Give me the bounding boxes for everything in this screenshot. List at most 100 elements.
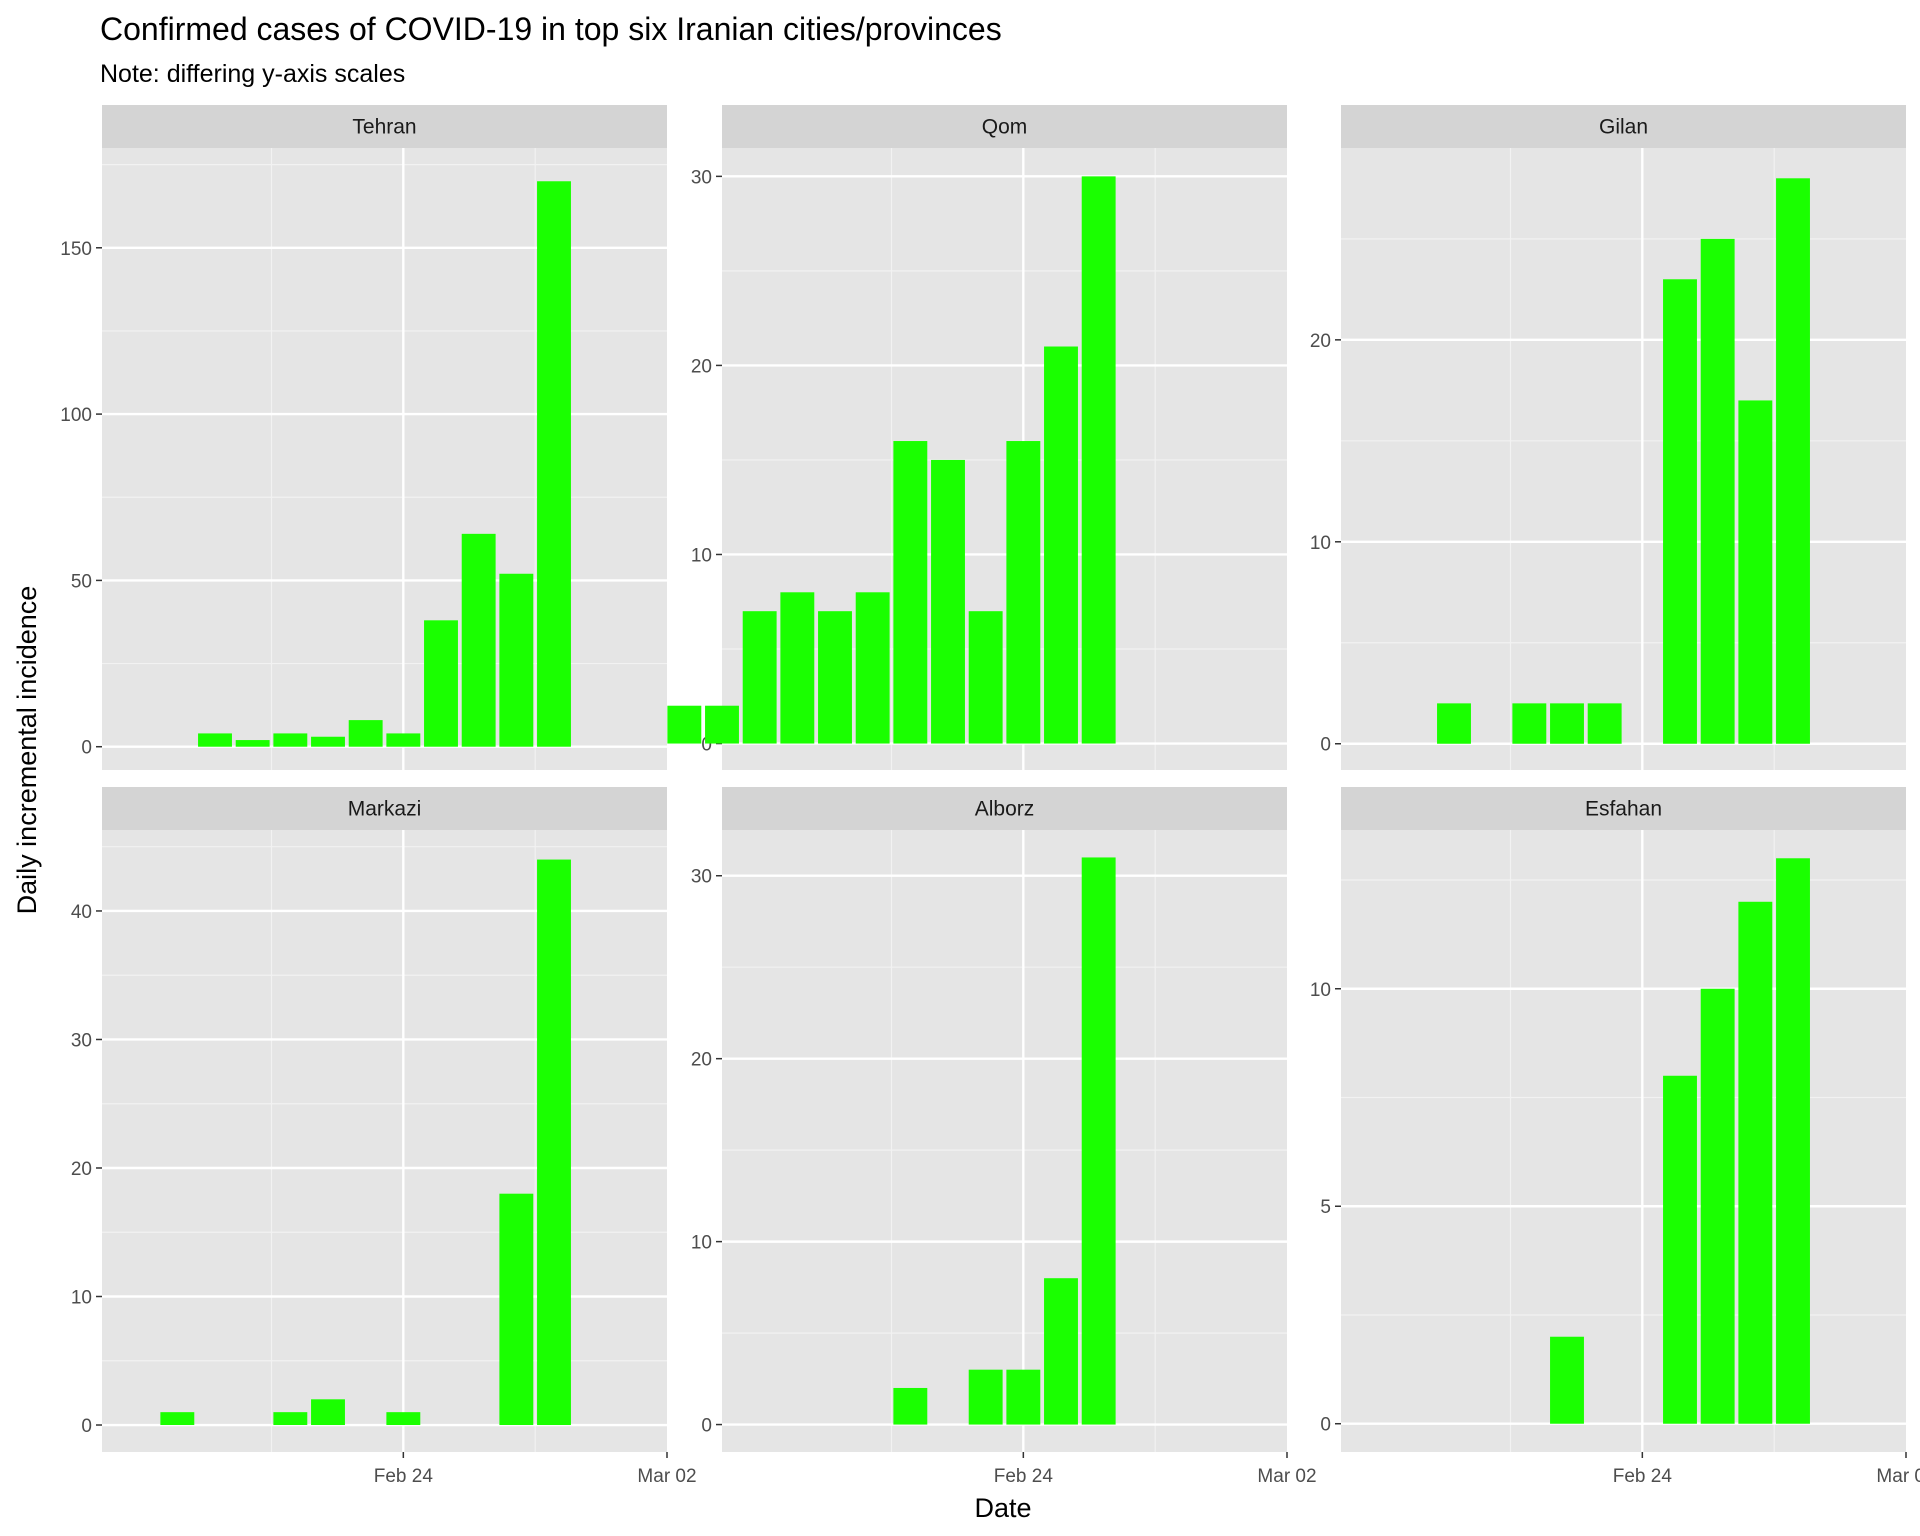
y-tick-label: 0 — [1320, 1415, 1331, 1436]
bar-qom-2020-02-18 — [780, 592, 815, 744]
bar-tehran-2020-02-26 — [461, 533, 496, 747]
bar-qom-2020-02-15 — [667, 705, 702, 744]
bar-qom-2020-02-24 — [1006, 441, 1041, 744]
panel-background — [722, 830, 1287, 1452]
y-tick-label: 10 — [1310, 980, 1331, 1001]
bar-markazi-2020-02-24 — [386, 1412, 421, 1426]
chart-subtitle: Note: differing y-axis scales — [100, 60, 405, 88]
bar-gilan-2020-02-21 — [1512, 703, 1547, 744]
facet-tehran: Tehran 0 50 100 150 — [60, 105, 667, 770]
facet-alborz: Alborz 0 10 20 30 Feb 24 Mar 02 — [691, 787, 1317, 1487]
bar-tehran-2020-02-27 — [499, 573, 534, 747]
y-tick-label: 0 — [81, 1416, 92, 1437]
x-tick-label: Mar 02 — [1257, 1466, 1316, 1487]
y-tick-label: 20 — [1310, 331, 1331, 352]
bar-esfahan-2020-02-27 — [1738, 901, 1773, 1424]
y-tick-label: 0 — [81, 738, 92, 759]
x-tick-label: Mar 02 — [637, 1466, 696, 1487]
y-tick-label: 0 — [1320, 735, 1331, 756]
bar-markazi-2020-02-28 — [537, 859, 571, 1426]
panel-background — [102, 148, 667, 770]
bar-markazi-2020-02-27 — [499, 1193, 534, 1426]
bar-esfahan-2020-02-28 — [1776, 858, 1810, 1424]
facet-strip — [722, 787, 1287, 830]
y-tick-label: 30 — [71, 1030, 92, 1051]
panel-background — [722, 148, 1287, 770]
y-tick-label: 50 — [71, 571, 92, 592]
bar-gilan-2020-02-26 — [1700, 238, 1735, 744]
bar-qom-2020-02-17 — [742, 611, 777, 744]
panel-background — [102, 830, 667, 1452]
facet-strip — [1341, 787, 1906, 830]
bar-markazi-2020-02-21 — [273, 1412, 308, 1426]
facet-strip — [722, 105, 1287, 148]
facet-title: Tehran — [352, 116, 416, 139]
y-tick-label: 20 — [691, 356, 712, 377]
bar-qom-2020-02-23 — [968, 611, 1003, 744]
bar-tehran-2020-02-23 — [348, 720, 383, 747]
x-tick-label: Feb 24 — [1613, 1466, 1673, 1487]
bar-gilan-2020-02-22 — [1550, 703, 1584, 744]
y-tick-label: 40 — [71, 902, 92, 923]
bar-alborz-2020-02-25 — [1044, 1278, 1078, 1425]
facet-panels: Tehran050100150Qom0102030Gilan01020Marka… — [60, 105, 1920, 1487]
bar-alborz-2020-02-21 — [893, 1387, 928, 1425]
facet-strip — [1341, 105, 1906, 148]
facet-qom: Qom 0 10 20 30 — [667, 105, 1287, 770]
bar-esfahan-2020-02-22 — [1550, 1336, 1584, 1424]
bar-qom-2020-02-22 — [931, 459, 965, 744]
facet-gilan: Gilan 0 10 20 — [1310, 105, 1906, 770]
facet-strip — [102, 105, 667, 148]
bar-tehran-2020-02-22 — [311, 736, 345, 747]
bar-qom-2020-02-20 — [855, 592, 890, 744]
bar-qom-2020-02-16 — [705, 705, 739, 744]
y-tick-label: 10 — [71, 1288, 92, 1309]
bar-gilan-2020-02-23 — [1587, 703, 1622, 744]
bar-gilan-2020-02-25 — [1663, 279, 1697, 744]
facet-strip — [102, 787, 667, 830]
y-tick-label: 100 — [60, 405, 92, 426]
chart-title: Confirmed cases of COVID-19 in top six I… — [100, 11, 1002, 47]
y-tick-label: 20 — [71, 1159, 92, 1180]
bar-qom-2020-02-25 — [1044, 346, 1078, 744]
y-tick-label: 0 — [701, 735, 712, 756]
x-tick-label: Feb 24 — [374, 1466, 434, 1487]
y-tick-label: 5 — [1320, 1197, 1331, 1218]
bar-esfahan-2020-02-26 — [1700, 988, 1735, 1424]
bar-tehran-2020-02-21 — [273, 733, 308, 747]
y-tick-label: 20 — [691, 1050, 712, 1071]
panel-background — [1341, 148, 1906, 770]
x-tick-label: Mar 02 — [1876, 1466, 1920, 1487]
y-tick-label: 10 — [1310, 533, 1331, 554]
y-tick-label: 10 — [691, 1233, 712, 1254]
x-axis-label: Date — [974, 1493, 1031, 1523]
facet-title: Esfahan — [1585, 798, 1662, 821]
bar-alborz-2020-02-23 — [968, 1369, 1003, 1425]
bar-gilan-2020-02-27 — [1738, 400, 1773, 744]
facet-markazi: Markazi 0 10 20 30 40 Feb 24 Mar 02 — [71, 787, 697, 1487]
bar-qom-2020-02-19 — [818, 611, 852, 744]
bar-tehran-2020-02-20 — [235, 740, 270, 747]
bar-qom-2020-02-26 — [1081, 176, 1116, 744]
facet-title: Qom — [982, 116, 1028, 139]
y-tick-label: 30 — [691, 167, 712, 188]
y-tick-label: 150 — [60, 239, 92, 260]
facet-esfahan: Esfahan 0 5 10 Feb 24 Mar 02 — [1310, 787, 1920, 1487]
bar-gilan-2020-02-19 — [1437, 703, 1471, 744]
facet-title: Alborz — [975, 798, 1035, 821]
bar-tehran-2020-02-24 — [386, 733, 421, 747]
bar-tehran-2020-02-28 — [537, 181, 571, 747]
y-tick-label: 30 — [691, 867, 712, 888]
y-tick-label: 10 — [691, 545, 712, 566]
bar-gilan-2020-02-28 — [1776, 178, 1810, 744]
facet-title: Markazi — [348, 798, 422, 821]
bar-esfahan-2020-02-25 — [1663, 1075, 1697, 1424]
facet-title: Gilan — [1599, 116, 1648, 139]
bar-alborz-2020-02-24 — [1006, 1369, 1041, 1425]
y-tick-label: 0 — [701, 1416, 712, 1437]
bar-tehran-2020-02-19 — [198, 733, 232, 747]
bar-markazi-2020-02-22 — [311, 1399, 345, 1426]
bar-markazi-2020-02-18 — [160, 1412, 195, 1426]
bar-tehran-2020-02-25 — [424, 620, 458, 747]
